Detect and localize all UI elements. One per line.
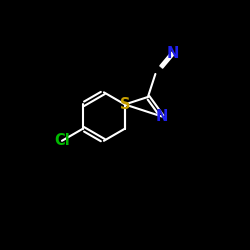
Text: N: N — [166, 46, 179, 61]
Text: N: N — [156, 109, 168, 124]
Text: S: S — [120, 97, 130, 112]
Text: Cl: Cl — [54, 133, 70, 148]
